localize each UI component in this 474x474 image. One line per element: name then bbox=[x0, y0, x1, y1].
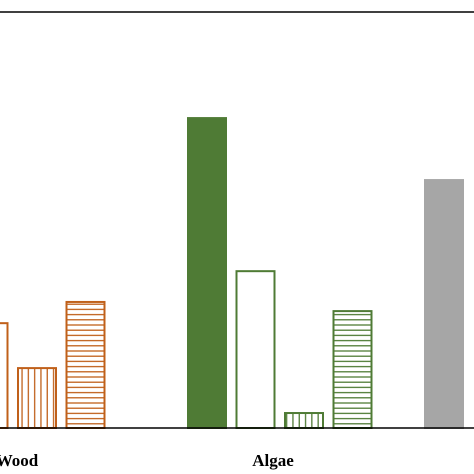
bar bbox=[235, 270, 276, 429]
x-tick-label: Algae bbox=[252, 451, 294, 470]
bar bbox=[0, 322, 9, 429]
bar bbox=[17, 367, 57, 430]
bar bbox=[284, 412, 324, 429]
bar bbox=[332, 310, 373, 430]
bar bbox=[65, 300, 106, 429]
bar bbox=[424, 179, 464, 429]
bar bbox=[187, 117, 227, 430]
x-tick-label: Wood bbox=[0, 451, 39, 470]
